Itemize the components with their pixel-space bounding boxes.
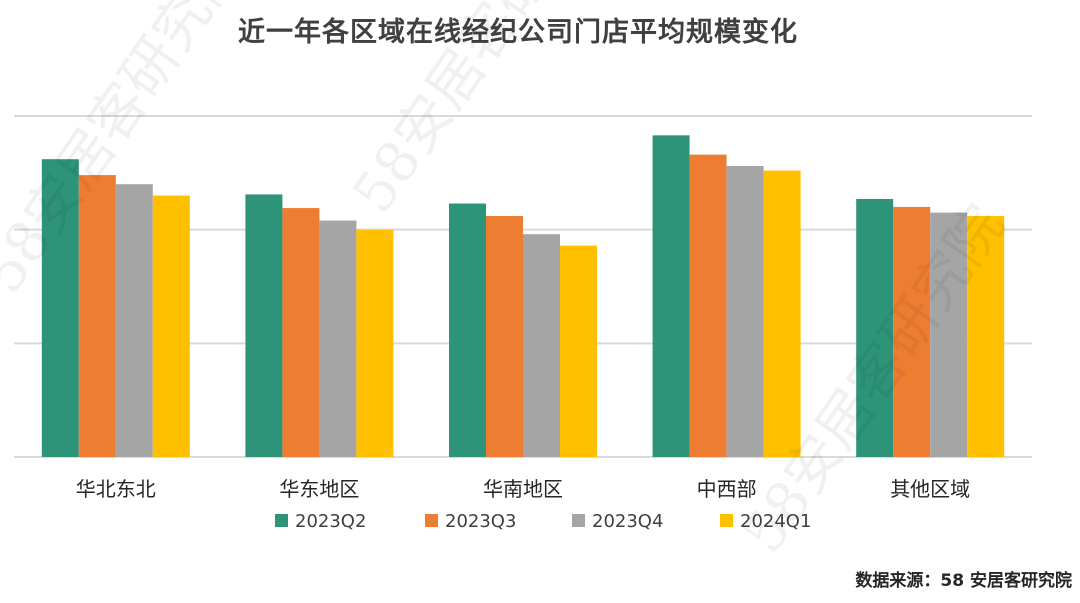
category-labels: 华北东北 华东地区 华南地区 中西部 其他区域 (76, 477, 970, 501)
bar-2023q2 (856, 198, 894, 457)
bar-2023q2 (652, 135, 690, 457)
bar-2023q3 (486, 216, 523, 457)
chart-title: 近一年各区域在线经纪公司门店平均规模变化 (238, 17, 798, 48)
bar-2024q1 (763, 170, 801, 457)
data-source-note: 数据来源：58 安居客研究院 (855, 571, 1072, 591)
legend-swatch (572, 514, 585, 527)
legend-label: 2023Q4 (592, 511, 663, 532)
bar-2023q4 (115, 184, 153, 457)
legend-label: 2023Q3 (445, 511, 516, 532)
category-label: 其他区域 (890, 477, 970, 501)
bar-2023q3 (689, 154, 727, 457)
category-label: 华北东北 (76, 477, 156, 501)
legend-label: 2023Q2 (295, 511, 366, 532)
bar-2023q2 (245, 194, 283, 457)
category-label: 华东地区 (279, 477, 359, 501)
bar-2023q3 (282, 208, 320, 457)
bar-2023q4 (726, 166, 764, 457)
bar-2023q4 (930, 212, 968, 457)
legend-swatch (275, 514, 288, 527)
bar-2023q3 (78, 175, 116, 457)
bar-2023q4 (523, 234, 560, 457)
bar-2023q2 (41, 159, 79, 457)
legend-label: 2024Q1 (740, 511, 811, 532)
bar-2023q2 (449, 203, 486, 457)
bar-2024q1 (560, 245, 597, 457)
legend: 2023Q2 2023Q3 2023Q4 2024Q1 (275, 511, 811, 532)
category-label: 中西部 (697, 477, 757, 501)
bar-2024q1 (152, 195, 190, 458)
legend-swatch (720, 514, 733, 527)
legend-swatch (425, 514, 438, 527)
bar-2024q1 (967, 216, 1005, 457)
bar-2024q1 (356, 229, 394, 457)
bar-groups (41, 135, 1005, 458)
category-label: 华南地区 (483, 477, 563, 501)
bar-2023q3 (893, 206, 931, 457)
bar-2023q4 (319, 220, 357, 457)
